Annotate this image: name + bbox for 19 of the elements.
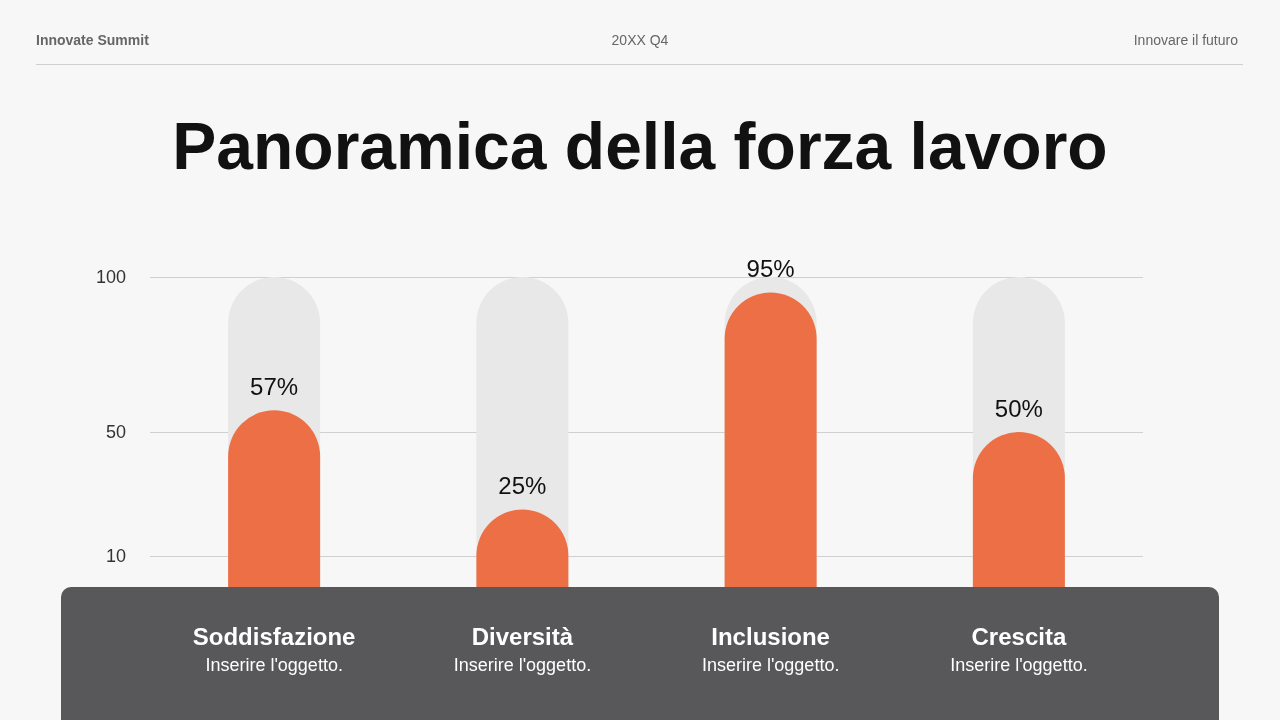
chart-title: Panoramica della forza lavoro bbox=[172, 109, 1108, 183]
text: Innovare il futuro bbox=[1133, 32, 1238, 48]
data-label: 95% bbox=[746, 255, 795, 282]
y-tick-label: 100 bbox=[95, 267, 126, 287]
text: Inserire l'oggetto. bbox=[950, 655, 1088, 675]
x-tick-label: Diversità bbox=[471, 622, 574, 650]
y-tick-label: 50 bbox=[105, 422, 126, 442]
data-label: 57% bbox=[250, 372, 299, 400]
text: Inserire l'oggetto. bbox=[205, 655, 343, 675]
text: Inserire l'oggetto. bbox=[453, 655, 592, 675]
text: Inserire l'oggetto. bbox=[701, 655, 840, 675]
data-label: 50% bbox=[994, 394, 1043, 422]
x-tick-label: Crescita bbox=[971, 622, 1067, 650]
text: Innovate Summit bbox=[36, 32, 149, 48]
y-tick-label: 10 bbox=[105, 546, 126, 566]
x-tick-label: Inclusione bbox=[711, 622, 830, 650]
data-label: 25% bbox=[498, 472, 547, 499]
x-tick-label: Soddisfazione bbox=[192, 622, 356, 650]
text: 20XX Q4 bbox=[611, 32, 669, 48]
